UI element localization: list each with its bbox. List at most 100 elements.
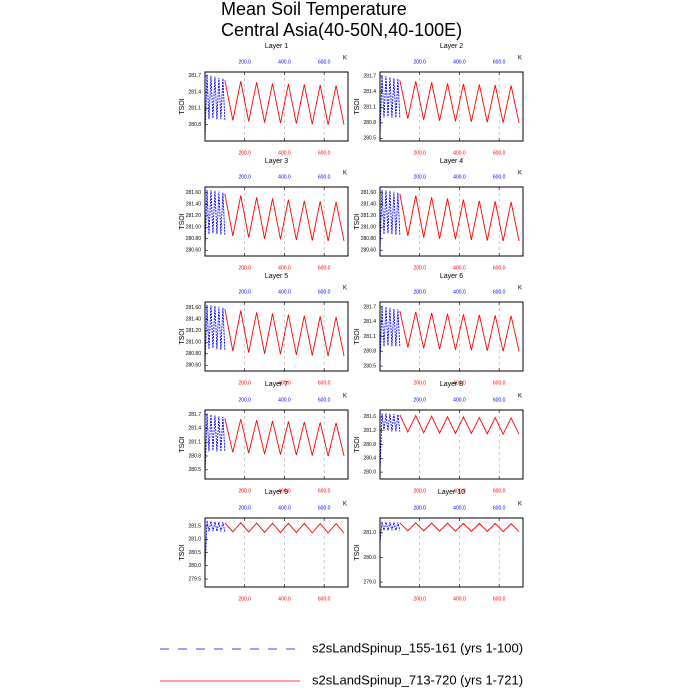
x-tick-label: 400.0: [278, 150, 291, 156]
x2-tick-label: 400.0: [453, 59, 466, 65]
y-tick-label: 280.60: [186, 248, 202, 254]
series-line: [224, 522, 345, 534]
y-tick-label: 280.5: [188, 467, 201, 473]
panel-title: Layer 2: [440, 43, 463, 50]
x2-tick-label: 400.0: [453, 289, 466, 295]
panel: Layer 10 K TSOI 200.0 400.0 600.0 200.0 400.0 60…: [354, 489, 524, 602]
panel: Layer 4 K TSOI 200.0 400.0 600.0 200.0 400.0 600…: [354, 158, 524, 271]
x2-tick-label: 600.0: [318, 59, 331, 65]
x2-tick-label: 200.0: [238, 289, 251, 295]
figure-subtitle: Central Asia(40-50N,40-100E): [221, 20, 462, 40]
axis-unit: K: [343, 286, 347, 292]
x-tick-label: 600.0: [493, 596, 506, 602]
x2-tick-label: 200.0: [413, 59, 426, 65]
axis-unit: K: [343, 502, 347, 508]
x2-tick-label: 200.0: [413, 174, 426, 180]
series-line: [205, 74, 226, 139]
y-tick-label: 281.40: [361, 202, 377, 208]
plot-frame: [379, 301, 524, 372]
x-tick-label: 600.0: [493, 265, 506, 271]
x-tick-label: 200.0: [238, 150, 251, 156]
plot-frame: [204, 517, 349, 588]
y-tick-label: 281.7: [363, 73, 376, 79]
panel-title: Layer 10: [438, 489, 465, 496]
axis-unit: K: [343, 394, 347, 400]
x-tick-label: 400.0: [453, 265, 466, 271]
x-tick-label: 200.0: [413, 380, 426, 386]
x2-tick-label: 600.0: [493, 59, 506, 65]
series-line: [380, 521, 401, 543]
y-tick-label: 280.5: [363, 363, 376, 369]
y-axis-label: TSOI: [354, 213, 361, 229]
x2-tick-label: 400.0: [278, 505, 291, 511]
x-tick-label: 400.0: [278, 596, 291, 602]
legend-label: s2sLandSpinup_713-720 (yrs 1-721): [312, 672, 523, 687]
series-line: [205, 304, 226, 366]
y-tick-label: 280.8: [363, 349, 376, 355]
y-tick-label: 280.8: [188, 122, 201, 128]
y-tick-label: 280.0: [363, 555, 376, 561]
x2-tick-label: 600.0: [493, 289, 506, 295]
y-tick-label: 280.80: [186, 351, 202, 357]
panel-title: Layer 4: [440, 158, 463, 165]
y-tick-label: 281.4: [363, 319, 376, 325]
panel-title: Layer 8: [440, 381, 463, 388]
x2-tick-label: 600.0: [493, 397, 506, 403]
series-line: [399, 414, 520, 436]
y-tick-label: 280.0: [363, 469, 376, 475]
y-tick-label: 281.60: [186, 190, 202, 196]
y-axis-label: TSOI: [179, 544, 186, 560]
series-line: [224, 80, 345, 125]
y-tick-label: 281.00: [361, 225, 377, 231]
y-axis-label: TSOI: [354, 436, 361, 452]
x2-tick-label: 400.0: [453, 505, 466, 511]
x2-tick-label: 600.0: [318, 289, 331, 295]
x2-tick-label: 400.0: [453, 174, 466, 180]
y-tick-label: 280.80: [186, 236, 202, 242]
x2-tick-label: 200.0: [238, 59, 251, 65]
y-tick-label: 280.5: [188, 550, 201, 556]
y-tick-label: 279.5: [188, 576, 201, 582]
panel: Layer 7 K TSOI 200.0 400.0 600.0 200.0 400.0 600…: [179, 381, 349, 494]
y-tick-label: 280.60: [186, 363, 202, 369]
x-tick-label: 200.0: [413, 596, 426, 602]
y-tick-label: 281.00: [186, 340, 202, 346]
x-tick-label: 600.0: [493, 488, 506, 494]
panel: Layer 5 K TSOI 200.0 400.0 600.0 200.0 400.0 600…: [179, 273, 349, 386]
series-line: [380, 413, 401, 473]
x2-tick-label: 200.0: [413, 505, 426, 511]
y-axis-label: TSOI: [354, 98, 361, 114]
y-tick-label: 280.60: [361, 248, 377, 254]
y-tick-label: 281.20: [361, 213, 377, 219]
x-tick-label: 600.0: [318, 150, 331, 156]
series-line: [205, 413, 226, 477]
series-line: [399, 193, 520, 242]
x-tick-label: 400.0: [453, 596, 466, 602]
axis-unit: K: [518, 394, 522, 400]
y-axis-label: TSOI: [179, 213, 186, 229]
x-tick-label: 200.0: [413, 265, 426, 271]
panel-title: Layer 1: [265, 43, 288, 50]
panel-title: Layer 6: [440, 273, 463, 280]
plot-frame: [379, 517, 524, 588]
panel: Layer 6 K TSOI 200.0 400.0 600.0 200.0 400.0 600…: [354, 273, 524, 386]
x-tick-label: 200.0: [238, 596, 251, 602]
y-tick-label: 281.0: [363, 530, 376, 536]
y-axis-label: TSOI: [179, 328, 186, 344]
y-tick-label: 281.00: [186, 225, 202, 231]
x2-tick-label: 600.0: [318, 505, 331, 511]
x2-tick-label: 400.0: [278, 174, 291, 180]
series-line: [224, 308, 345, 357]
x2-tick-label: 200.0: [238, 174, 251, 180]
x2-tick-label: 200.0: [413, 289, 426, 295]
y-tick-label: 280.80: [361, 236, 377, 242]
y-tick-label: 281.7: [188, 412, 201, 418]
axis-unit: K: [343, 56, 347, 62]
axis-unit: K: [518, 502, 522, 508]
y-tick-label: 280.5: [363, 136, 376, 142]
series-line: [399, 80, 520, 123]
axis-unit: K: [518, 171, 522, 177]
y-tick-label: 280.8: [363, 442, 376, 448]
panel: Layer 8 K TSOI 200.0 400.0 600.0 200.0 400.0 600…: [354, 381, 524, 494]
